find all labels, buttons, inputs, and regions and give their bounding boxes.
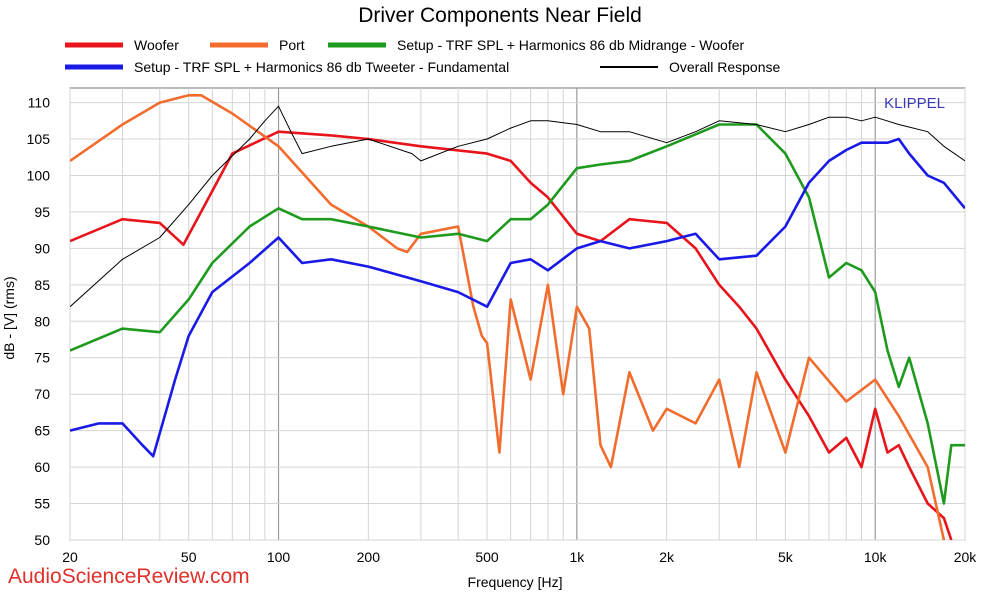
series-line: [70, 137, 965, 458]
x-tick-label: 100: [267, 549, 291, 565]
y-tick-label: 100: [27, 167, 51, 183]
chart-title: Driver Components Near Field: [358, 4, 642, 27]
series-line: [70, 105, 965, 308]
y-tick-label: 50: [34, 532, 50, 548]
x-tick-label: 2k: [659, 549, 675, 565]
y-tick-label: 95: [34, 204, 50, 220]
y-tick-label: 80: [34, 313, 50, 329]
y-tick-label: 55: [34, 496, 50, 512]
legend-label: Port: [279, 37, 305, 53]
site-watermark: AudioScienceReview.com: [8, 565, 250, 588]
x-tick-label: 50: [181, 549, 197, 565]
x-tick-label: 20: [62, 549, 78, 565]
legend-label: Setup - TRF SPL + Harmonics 86 db Tweete…: [134, 59, 509, 75]
y-tick-label: 70: [34, 386, 50, 402]
series-line: [70, 123, 965, 505]
y-tick-label: 105: [27, 131, 51, 147]
x-tick-label: 20k: [954, 549, 978, 565]
y-tick-label: 65: [34, 423, 50, 439]
plot-area: 50 55 60 65 70 75 80 85 90 95 100 105 110 20 50 100 200 5…: [27, 87, 978, 565]
legend-label: Setup - TRF SPL + Harmonics 86 db Midran…: [397, 37, 745, 53]
x-tick-label: 200: [357, 549, 381, 565]
x-tick-label: 500: [475, 549, 499, 565]
legend-label: Woofer: [134, 37, 179, 53]
y-axis-label: dB - [V] (rms): [1, 276, 17, 359]
x-tick-label: 5k: [778, 549, 794, 565]
y-tick-label: 110: [28, 95, 51, 111]
x-tick-label: 1k: [569, 549, 585, 565]
y-tick-label: 75: [34, 350, 50, 366]
y-tick-label: 85: [34, 277, 50, 293]
klippel-annotation: KLIPPEL: [884, 95, 945, 112]
x-tick-label: 10k: [864, 549, 888, 565]
x-axis-label: Frequency [Hz]: [468, 574, 563, 590]
y-tick-label: 90: [34, 240, 50, 256]
series-line: [70, 94, 946, 540]
legend: Woofer Port Setup - TRF SPL + Harmonics 86…: [65, 37, 780, 75]
series-line: [70, 130, 953, 540]
plot-frame: [69, 87, 966, 541]
legend-label: Overall Response: [669, 59, 780, 75]
y-tick-label: 60: [34, 459, 50, 475]
